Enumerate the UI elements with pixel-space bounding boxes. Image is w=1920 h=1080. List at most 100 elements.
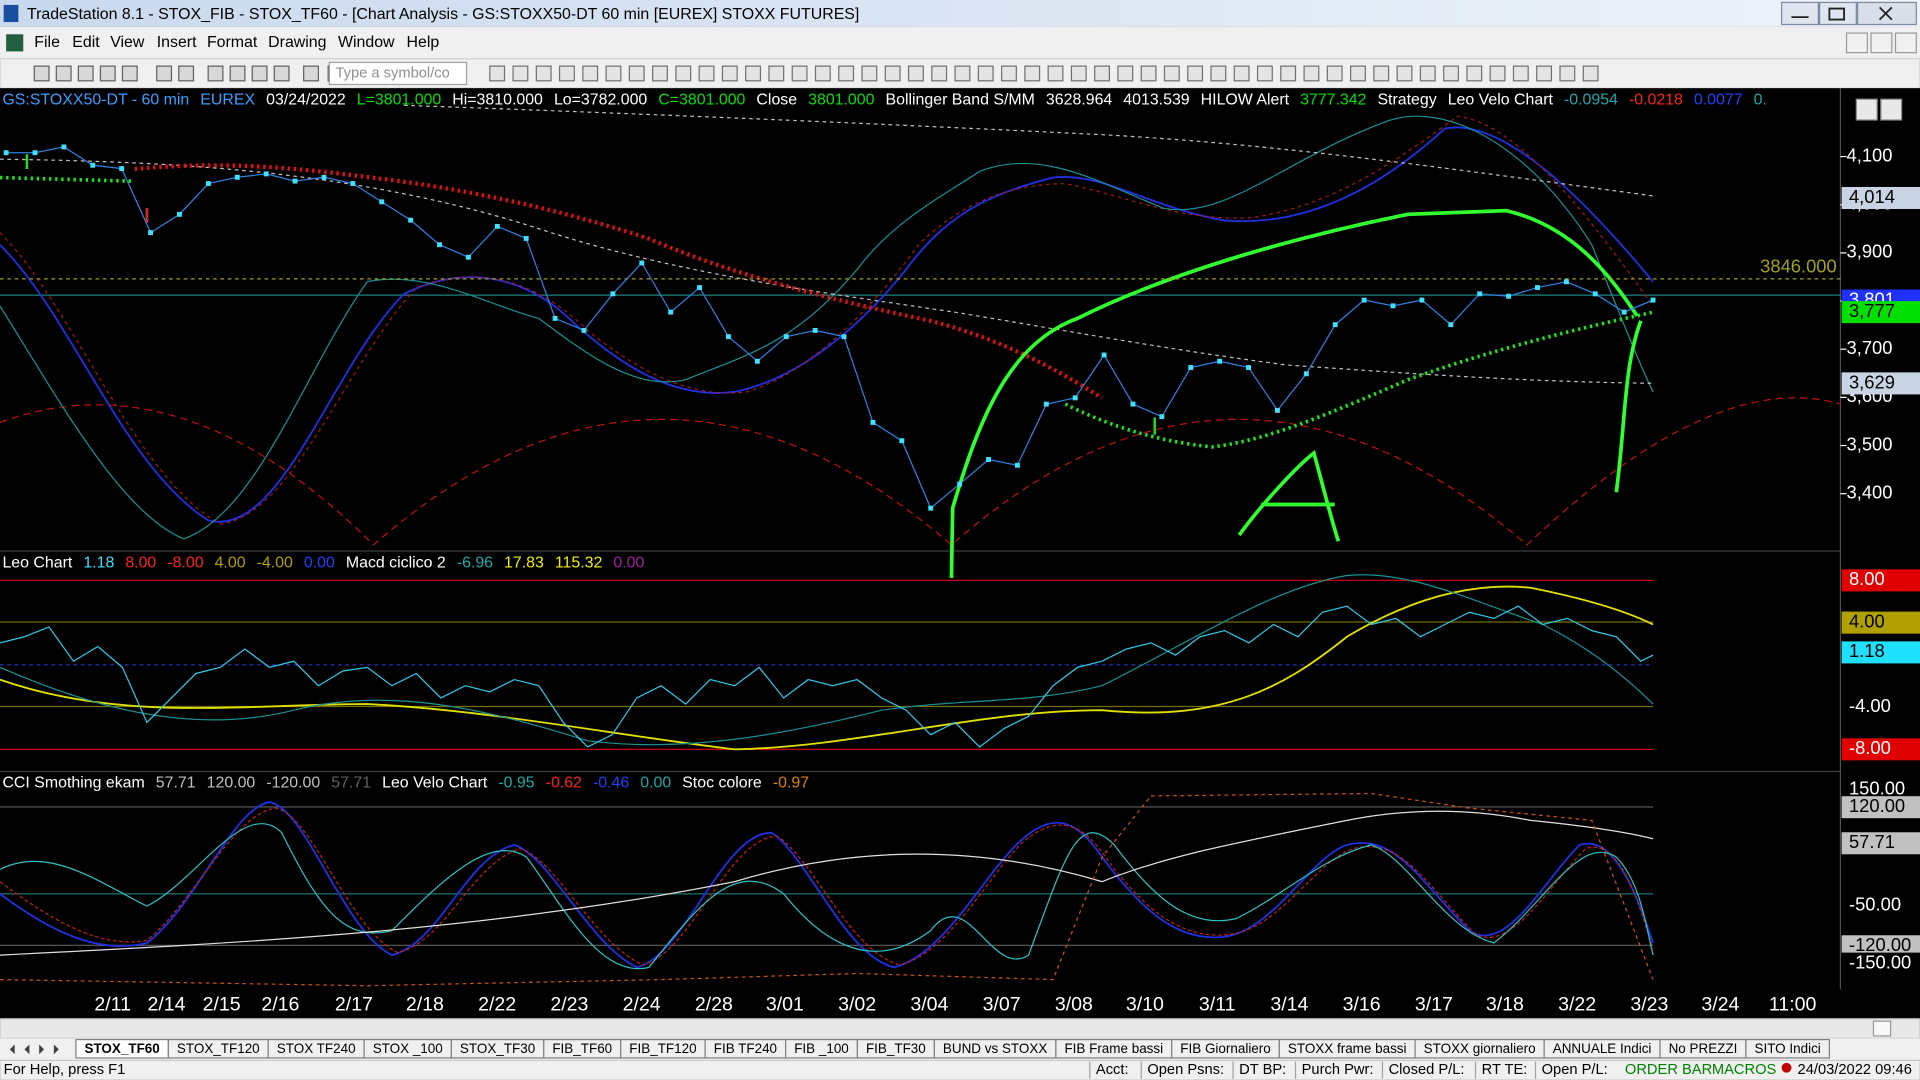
tool-icon[interactable]: [178, 65, 195, 82]
tab-label[interactable]: FIB TF240: [714, 1041, 777, 1056]
tool-icon[interactable]: [207, 65, 224, 82]
tool-icon[interactable]: [745, 65, 762, 82]
tool-icon[interactable]: [1559, 65, 1576, 82]
tab-label[interactable]: STOX_TF60: [84, 1041, 159, 1056]
symbol-placeholder[interactable]: Type a symbol/co: [336, 65, 450, 81]
tool-icon[interactable]: [1187, 65, 1204, 82]
tool-icon[interactable]: [931, 65, 948, 82]
tool-icon[interactable]: [814, 65, 831, 82]
tool-icon[interactable]: [652, 65, 668, 82]
tab-label[interactable]: SITO Indici: [1755, 1041, 1821, 1056]
status-order-bar[interactable]: ORDER BAR: [1625, 1062, 1712, 1078]
menu-item[interactable]: Window: [338, 34, 395, 51]
tool-icon[interactable]: [861, 65, 878, 82]
tool-icon[interactable]: [1582, 65, 1599, 82]
tool-icon[interactable]: [273, 65, 290, 82]
tab-label[interactable]: ANNUALE Indici: [1553, 1041, 1652, 1056]
tool-icon[interactable]: [1001, 65, 1017, 82]
tool-icon[interactable]: [791, 65, 808, 82]
tool-icon[interactable]: [907, 65, 924, 82]
tool-icon[interactable]: [1140, 65, 1157, 82]
mdi-restore[interactable]: [1870, 32, 1893, 54]
tool-icon[interactable]: [1373, 65, 1390, 82]
tab-label[interactable]: STOX_TF120: [177, 1041, 260, 1056]
tool-icon[interactable]: [1256, 65, 1273, 82]
tool-icon[interactable]: [1210, 65, 1227, 82]
tool-icon[interactable]: [1233, 65, 1250, 82]
tool-icon[interactable]: [55, 65, 72, 82]
tab-label[interactable]: FIB_TF30: [866, 1041, 926, 1056]
mdi-close[interactable]: [1894, 32, 1917, 54]
tool-icon[interactable]: [954, 65, 971, 82]
tab-nav[interactable]: [53, 1044, 59, 1055]
tool-icon[interactable]: [838, 65, 855, 82]
tool-icon[interactable]: [1094, 65, 1111, 82]
menu-item[interactable]: Format: [207, 34, 258, 51]
symbol-box[interactable]: [328, 61, 468, 86]
tab-label[interactable]: STOX_TF30: [460, 1041, 535, 1056]
mdi-minimize[interactable]: [1845, 32, 1868, 54]
tab-label[interactable]: FIB_TF120: [629, 1041, 696, 1056]
status-macros[interactable]: MACROS: [1712, 1062, 1777, 1078]
restore-button[interactable]: [1818, 1, 1857, 26]
tab-label[interactable]: STOXX frame bassi: [1288, 1041, 1407, 1056]
tool-icon[interactable]: [628, 65, 645, 82]
tool-icon[interactable]: [1443, 65, 1459, 82]
tab-nav[interactable]: [24, 1044, 30, 1055]
tool-icon[interactable]: [1047, 65, 1064, 82]
tool-icon[interactable]: [1536, 65, 1553, 82]
tool-icon[interactable]: [1303, 65, 1320, 82]
minimize-button[interactable]: [1781, 1, 1819, 26]
tab-label[interactable]: FIB Frame bassi: [1064, 1041, 1163, 1056]
tab-nav[interactable]: [39, 1044, 45, 1055]
tool-icon[interactable]: [33, 65, 50, 82]
menu-item[interactable]: Help: [407, 34, 440, 51]
tab-label[interactable]: STOX TF240: [277, 1041, 356, 1056]
tool-icon[interactable]: [1117, 65, 1134, 82]
tool-icon[interactable]: [1024, 65, 1041, 82]
tool-icon[interactable]: [1419, 65, 1436, 82]
scrollbar[interactable]: [0, 1018, 1920, 1039]
tool-icon[interactable]: [489, 65, 506, 82]
tool-icon[interactable]: [582, 65, 599, 82]
tool-icon[interactable]: [99, 65, 116, 82]
tool-icon[interactable]: [512, 65, 529, 82]
tool-icon[interactable]: [1280, 65, 1297, 82]
tool-icon[interactable]: [229, 65, 246, 82]
tool-icon[interactable]: [121, 65, 138, 82]
pane-minimize[interactable]: [1855, 98, 1878, 121]
tool-icon[interactable]: [605, 65, 622, 82]
menu-item[interactable]: Insert: [157, 34, 197, 51]
tool-icon[interactable]: [1512, 65, 1529, 82]
tool-icon[interactable]: [1396, 65, 1413, 82]
tab-label[interactable]: FIB_TF60: [552, 1041, 612, 1056]
tool-icon[interactable]: [1489, 65, 1506, 82]
tab-label[interactable]: FIB _100: [794, 1041, 849, 1056]
tab-label[interactable]: BUND vs STOXX: [943, 1041, 1047, 1056]
tab-label[interactable]: STOX _100: [373, 1041, 443, 1056]
tool-icon[interactable]: [1466, 65, 1483, 82]
menu-item[interactable]: View: [110, 34, 145, 51]
tool-icon[interactable]: [1350, 65, 1366, 82]
tool-icon[interactable]: [156, 65, 173, 82]
tool-icon[interactable]: [884, 65, 901, 82]
tool-icon[interactable]: [1070, 65, 1087, 82]
tool-icon[interactable]: [698, 65, 715, 82]
tool-icon[interactable]: [675, 65, 692, 82]
menu-item[interactable]: File: [34, 34, 60, 51]
menu-item[interactable]: Drawing: [268, 34, 326, 51]
tool-icon[interactable]: [535, 65, 552, 82]
tool-icon[interactable]: [303, 65, 319, 82]
tool-icon[interactable]: [1326, 65, 1343, 82]
tool-icon[interactable]: [977, 65, 994, 82]
pane-restore[interactable]: [1880, 98, 1903, 121]
scroll-thumb[interactable]: [1872, 1020, 1892, 1037]
tool-icon[interactable]: [721, 65, 738, 82]
tab-label[interactable]: FIB Giornaliero: [1180, 1041, 1270, 1056]
tool-icon[interactable]: [558, 65, 575, 82]
tool-icon[interactable]: [1163, 65, 1180, 82]
tab-label[interactable]: No PREZZI: [1669, 1041, 1738, 1056]
tab[interactable]: [1745, 1038, 1830, 1059]
tool-icon[interactable]: [768, 65, 785, 82]
menu-item[interactable]: Edit: [72, 34, 100, 51]
